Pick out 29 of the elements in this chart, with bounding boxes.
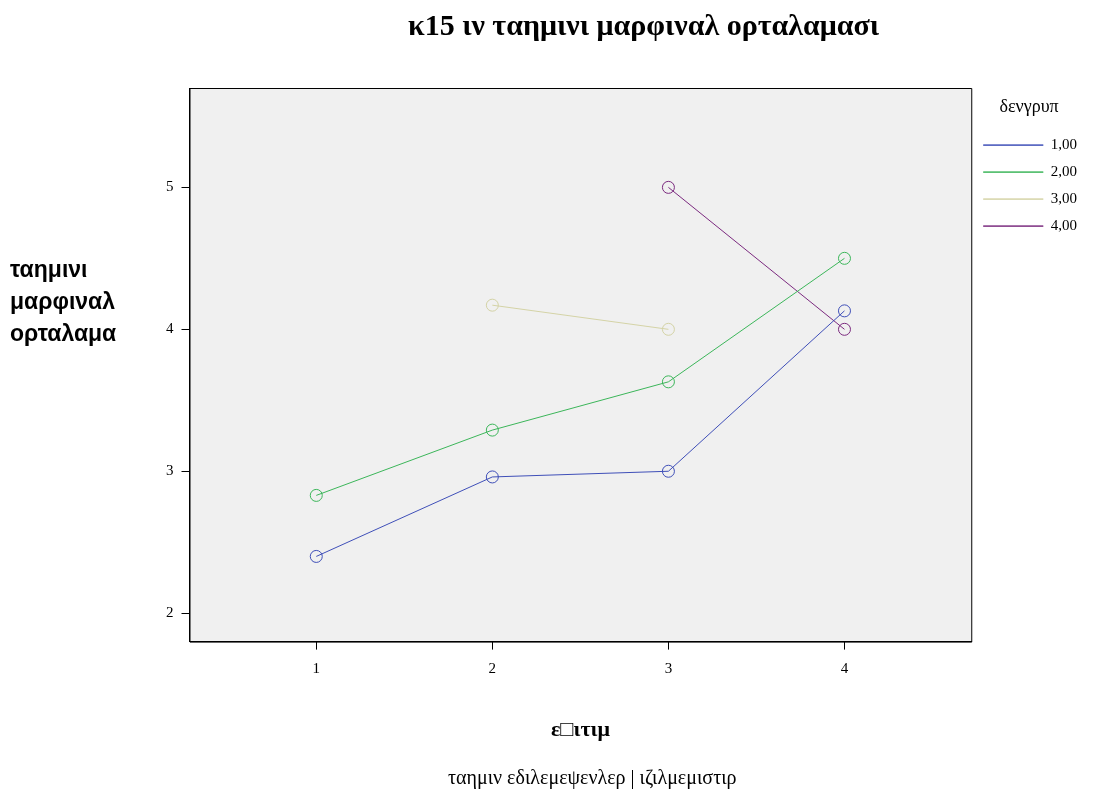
- point: [309, 549, 323, 563]
- legend-label: 4,00: [1050, 217, 1077, 234]
- point: [661, 375, 675, 389]
- legend-label: 2,00: [1050, 163, 1077, 180]
- point: [485, 423, 499, 437]
- x-tick-label: 4: [840, 659, 849, 676]
- point: [661, 464, 675, 478]
- point: [309, 488, 323, 502]
- y-tick-label: 2: [166, 604, 174, 621]
- x-tick-label: 3: [664, 659, 673, 676]
- point: [661, 180, 675, 194]
- y-axis-title: ταημινι μαρφιναλ ορταλαμα: [10, 255, 118, 348]
- point: [661, 322, 675, 336]
- legend-title: δενγρυπ: [999, 95, 1059, 116]
- text: ταημιν εδιλεμεψενλερ | ιζιλμεμιστιρ: [448, 766, 737, 789]
- point: [485, 298, 499, 312]
- legend-label: 1,00: [1050, 136, 1077, 153]
- x-tick-label: 2: [488, 659, 497, 676]
- x-axis-title: ε□ιτιμ: [550, 716, 611, 742]
- point: [485, 470, 499, 484]
- x-tick-label: 1: [312, 659, 321, 676]
- point: [837, 304, 851, 318]
- chart-title: κ15 ιν ταημινι μαρφιναλ ορταλαμασι: [408, 8, 880, 42]
- point: [837, 251, 851, 265]
- legend-label: 3,00: [1050, 190, 1077, 207]
- point: [837, 322, 851, 336]
- y-tick-label: 3: [166, 462, 174, 479]
- y-tick-label: 5: [166, 178, 174, 195]
- y-tick-label: 4: [166, 320, 174, 337]
